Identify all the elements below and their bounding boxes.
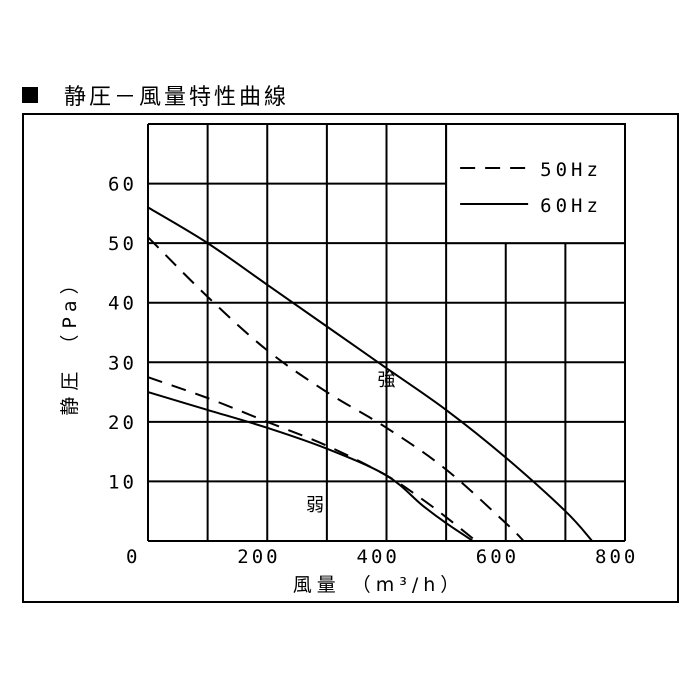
axis-labels: 静圧 （Pa） 風量 （m³/h） 強弱 bbox=[59, 269, 465, 596]
curve-annotation: 弱 bbox=[306, 495, 324, 516]
chart-title: 静圧－風量特性曲線 bbox=[64, 85, 290, 110]
legend: 50Hz 60Hz bbox=[445, 123, 626, 245]
x-tick-label: 0 bbox=[126, 546, 140, 568]
y-tick-label: 20 bbox=[108, 412, 137, 434]
legend-box bbox=[445, 123, 626, 245]
y-tick-label: 30 bbox=[108, 352, 137, 374]
y-tick-label: 50 bbox=[108, 233, 137, 255]
legend-label: 50Hz bbox=[540, 159, 602, 181]
chart-title-row: 静圧－風量特性曲線 bbox=[22, 80, 289, 110]
series-layer bbox=[147, 206, 593, 542]
series-line bbox=[147, 376, 477, 542]
title-square-icon bbox=[22, 87, 38, 103]
series-line bbox=[147, 236, 525, 542]
series-line bbox=[147, 391, 474, 542]
y-axis-label: 静圧 （Pa） bbox=[59, 269, 81, 415]
y-tick-label: 10 bbox=[108, 471, 137, 493]
curve-annotation: 強 bbox=[378, 370, 396, 391]
x-tick-label: 600 bbox=[476, 546, 519, 568]
y-tick-label: 40 bbox=[108, 293, 137, 315]
x-axis-label: 風量 （m³/h） bbox=[293, 574, 465, 596]
chart-frame bbox=[22, 113, 679, 603]
x-tick-label: 200 bbox=[237, 546, 280, 568]
x-tick-label: 400 bbox=[357, 546, 400, 568]
series-line bbox=[147, 206, 593, 542]
x-tick-label: 800 bbox=[595, 546, 638, 568]
legend-label: 60Hz bbox=[540, 195, 602, 217]
y-tick-label: 60 bbox=[108, 174, 137, 196]
